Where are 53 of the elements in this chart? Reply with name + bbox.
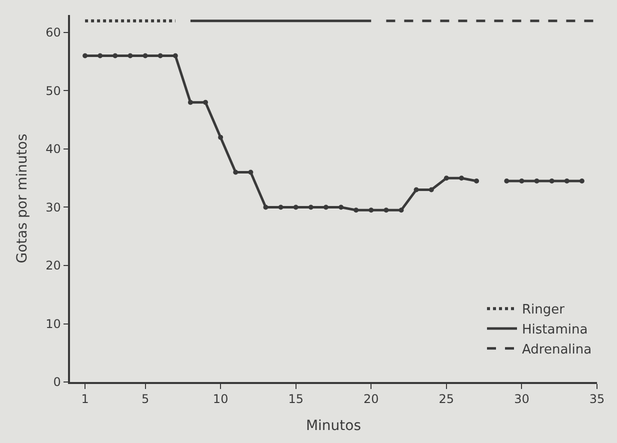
point [263, 204, 268, 210]
point [172, 53, 178, 58]
x-tick-label: 35 [589, 392, 605, 406]
x-tick-label: 25 [438, 392, 454, 406]
point [414, 187, 419, 192]
y-tick-label: 0 [53, 375, 61, 390]
point [112, 53, 118, 58]
x-tick-label: 10 [212, 392, 228, 406]
point [579, 178, 584, 184]
point [444, 176, 449, 181]
point [248, 170, 254, 175]
x-axis-title: Minutos [306, 418, 362, 434]
y-axis-title: Gotas por minutos [14, 134, 31, 264]
point [188, 100, 193, 105]
legend-label: Ringer [522, 302, 566, 318]
point [458, 176, 464, 181]
point [293, 204, 298, 210]
y-tick-label: 40 [46, 142, 61, 156]
y-tick-label: 10 [46, 316, 61, 331]
y-tick-label: 60 [46, 26, 61, 40]
point [308, 204, 314, 210]
point [323, 204, 328, 210]
point [142, 53, 148, 58]
point [98, 53, 103, 58]
y-tick-label: 30 [46, 200, 61, 214]
y-tick-label: 20 [46, 258, 61, 273]
x-tick-label: 20 [364, 392, 379, 406]
point [338, 204, 344, 210]
point [203, 100, 208, 105]
point [504, 178, 510, 184]
legend-label: Adrenalina [522, 342, 592, 358]
y-tick-label: 50 [46, 84, 61, 98]
point [534, 178, 540, 184]
legend-label: Histamina [522, 322, 588, 338]
point [398, 208, 404, 213]
point [82, 53, 88, 58]
point [428, 187, 434, 192]
point [549, 178, 554, 184]
point [384, 208, 389, 213]
point [474, 178, 480, 184]
x-tick-label: 5 [141, 392, 150, 406]
point [158, 53, 163, 58]
point [233, 170, 238, 175]
point [128, 53, 133, 58]
x-tick-label: 15 [288, 392, 304, 406]
x-tick-label: 30 [514, 392, 530, 406]
point [519, 178, 524, 184]
point [278, 204, 284, 210]
point [354, 208, 359, 213]
point [564, 178, 570, 184]
point [368, 208, 374, 213]
x-tick-label: 1 [81, 392, 89, 406]
point [218, 134, 224, 140]
